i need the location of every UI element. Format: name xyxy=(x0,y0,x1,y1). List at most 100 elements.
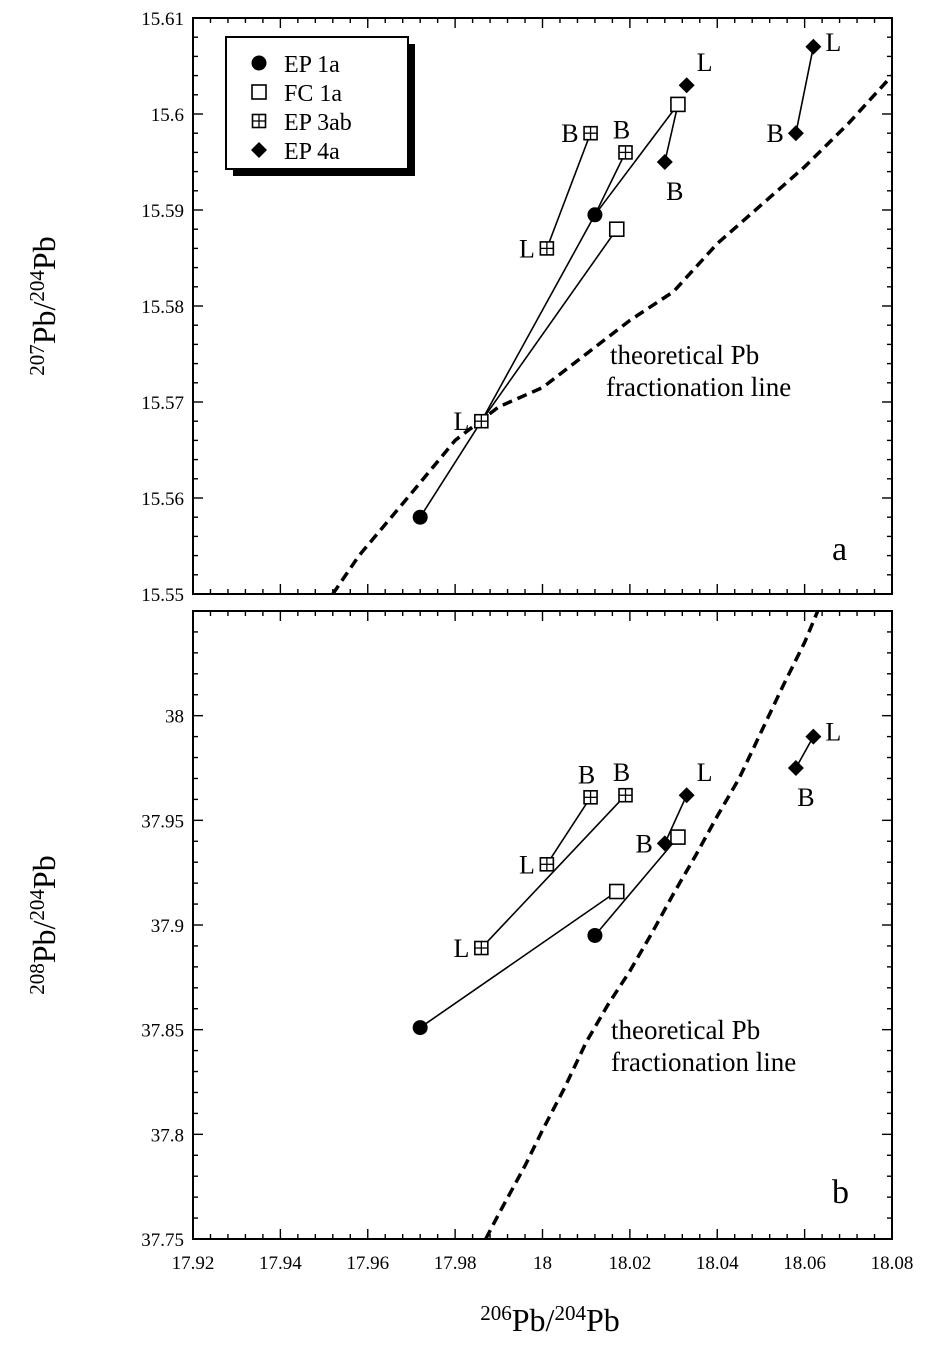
panel-a-fractionation-line xyxy=(331,74,894,595)
legend-marker-ep4a xyxy=(251,142,267,158)
panel-a-plot: 15.55 15.56 15.57 15.58 15.59 15.6 15.61 L B L B B… xyxy=(141,9,894,606)
panel-a-y-tick-label: 15.57 xyxy=(141,393,184,414)
panel-a-tie-line xyxy=(664,104,679,163)
panel-a-point-fc1a xyxy=(670,96,686,113)
panel-b-point-ep4a xyxy=(656,835,673,852)
x-tick-label: 17.96 xyxy=(346,1253,389,1274)
panel-a-point-label: B xyxy=(767,119,784,148)
panel-b-y-tick-label: 37.9 xyxy=(151,916,184,937)
panel-b-tie-line xyxy=(795,736,815,769)
legend-label-ep3ab: EP 3ab xyxy=(284,110,352,136)
panel-b-point-ep3ab xyxy=(583,790,598,805)
panel-a-point-label: B xyxy=(666,177,683,206)
panel-a-y-tick-label: 15.56 xyxy=(141,489,184,510)
panel-a-point-label: B xyxy=(561,119,578,148)
panel-b-plot: 37.75 37.8 37.85 37.9 37.95 38 17.92 17.94 17.96… xyxy=(141,610,914,1274)
panel-a-y-tick-label: 15.61 xyxy=(141,9,184,30)
panel-b-point-ep3ab xyxy=(618,787,633,803)
legend-label-ep1a: EP 1a xyxy=(284,52,340,78)
panel-a-tie-line xyxy=(480,228,618,422)
panel-b-y-tick-label: 38 xyxy=(165,707,184,728)
panel-a-y-tick-label: 15.6 xyxy=(151,105,184,126)
panel-b-point-label: B xyxy=(635,829,652,858)
panel-b-point-label: L xyxy=(453,934,469,963)
x-tick-label: 17.92 xyxy=(172,1253,215,1274)
panel-b-frame xyxy=(192,610,893,1240)
panel-a-point-ep3ab xyxy=(583,125,598,141)
panel-b-tie-line xyxy=(419,890,618,1029)
panel-b-y-tick-label: 37.85 xyxy=(141,1021,184,1042)
panel-b-tie-line xyxy=(546,796,592,865)
panel-b-point-ep1a xyxy=(587,927,603,943)
panel-a-point-ep3ab xyxy=(618,145,633,160)
legend: EP 1a FC 1a EP 3ab EP 4a xyxy=(225,36,415,176)
panel-a-annotation-line2: fractionation line xyxy=(606,372,791,402)
panel-b-point-label: L xyxy=(825,718,841,747)
panel-a-y-tick-label: 15.58 xyxy=(141,297,184,318)
panel-b-point-label: B xyxy=(797,783,814,812)
x-tick-label: 17.98 xyxy=(434,1253,477,1274)
panel-b-y-axis-title: 208Pb/204Pb xyxy=(25,855,62,994)
panel-a-tie-line xyxy=(594,152,627,216)
panel-a-tie-line xyxy=(795,46,815,134)
panel-b-y-tick-label: 37.95 xyxy=(141,811,184,832)
panel-a-point-ep4a xyxy=(787,125,804,142)
x-axis-title: 206Pb/204Pb xyxy=(480,1301,619,1338)
panel-b-fractionation-line xyxy=(484,610,820,1240)
panel-a-point-ep1a xyxy=(587,207,603,223)
legend-marker-fc1a xyxy=(251,84,267,100)
x-tick-label: 17.94 xyxy=(259,1253,302,1274)
panel-b-tie-line xyxy=(594,836,679,936)
panel-b-point-ep3ab xyxy=(474,940,489,956)
panel-b-point-ep4a xyxy=(678,787,695,804)
legend-marker-ep3ab xyxy=(251,113,267,129)
panel-b-annotation-line1: theoretical Pb xyxy=(611,1015,760,1045)
x-tick-label: 18.06 xyxy=(783,1253,826,1274)
panel-b-point-ep4a xyxy=(787,760,804,776)
panel-b-tie-line xyxy=(480,794,627,949)
panel-b-annotation-line2: fractionation line xyxy=(611,1047,796,1077)
panel-b-point-ep3ab xyxy=(539,856,555,872)
panel-a-point-label: B xyxy=(613,115,630,144)
panel-b-point-ep1a xyxy=(412,1020,428,1036)
panel-a-tie-line xyxy=(419,420,483,518)
x-tick-label: 18.04 xyxy=(696,1253,739,1274)
panel-a-point-label: L xyxy=(453,407,469,436)
panel-a-point-label: L xyxy=(825,28,841,57)
x-tick-label: 18 xyxy=(533,1253,552,1274)
panel-b-y-tick-label: 37.8 xyxy=(151,1125,184,1146)
panel-a-y-tick-label: 15.55 xyxy=(141,585,184,606)
panel-a-point-ep4a xyxy=(656,154,673,170)
panel-b-y-tick-label: 37.75 xyxy=(141,1230,184,1251)
panel-a-y-axis-title: 207Pb/204Pb xyxy=(25,236,62,375)
legend-label-ep4a: EP 4a xyxy=(284,139,340,165)
panel-b-point-label: B xyxy=(578,760,595,789)
panel-a-tie-line xyxy=(480,214,596,422)
panel-b-point-fc1a xyxy=(670,829,686,845)
panel-a-point-ep4a xyxy=(805,38,822,55)
panel-a-point-ep1a xyxy=(412,509,428,525)
panel-b-letter: b xyxy=(832,1174,849,1211)
x-tick-label: 18.08 xyxy=(871,1253,914,1274)
panel-a-point-label: L xyxy=(697,48,713,77)
panel-b-point-label: L xyxy=(697,758,713,787)
panel-a-annotation-line1: theoretical Pb xyxy=(610,340,759,370)
panel-b-point-label: B xyxy=(613,758,630,787)
legend-marker-ep1a xyxy=(251,55,267,71)
panel-a-letter: a xyxy=(832,531,847,568)
panel-b-tie-line xyxy=(664,794,688,844)
x-tick-label: 18.02 xyxy=(609,1253,652,1274)
panel-a-tie-line xyxy=(594,103,679,216)
panel-a-frame xyxy=(192,17,893,595)
panel-a-point-ep4a xyxy=(678,77,695,94)
panel-a-point-ep3ab xyxy=(474,413,489,429)
panel-b-point-fc1a xyxy=(608,883,625,900)
panel-a-tie-line xyxy=(546,132,592,249)
panel-a-point-label: L xyxy=(519,234,535,263)
panel-b-point-ep4a xyxy=(805,728,822,745)
panel-b-point-label: L xyxy=(519,850,535,879)
legend-label-fc1a: FC 1a xyxy=(284,81,342,107)
panel-a-point-ep3ab xyxy=(539,241,555,256)
panel-a-point-fc1a xyxy=(608,221,625,237)
